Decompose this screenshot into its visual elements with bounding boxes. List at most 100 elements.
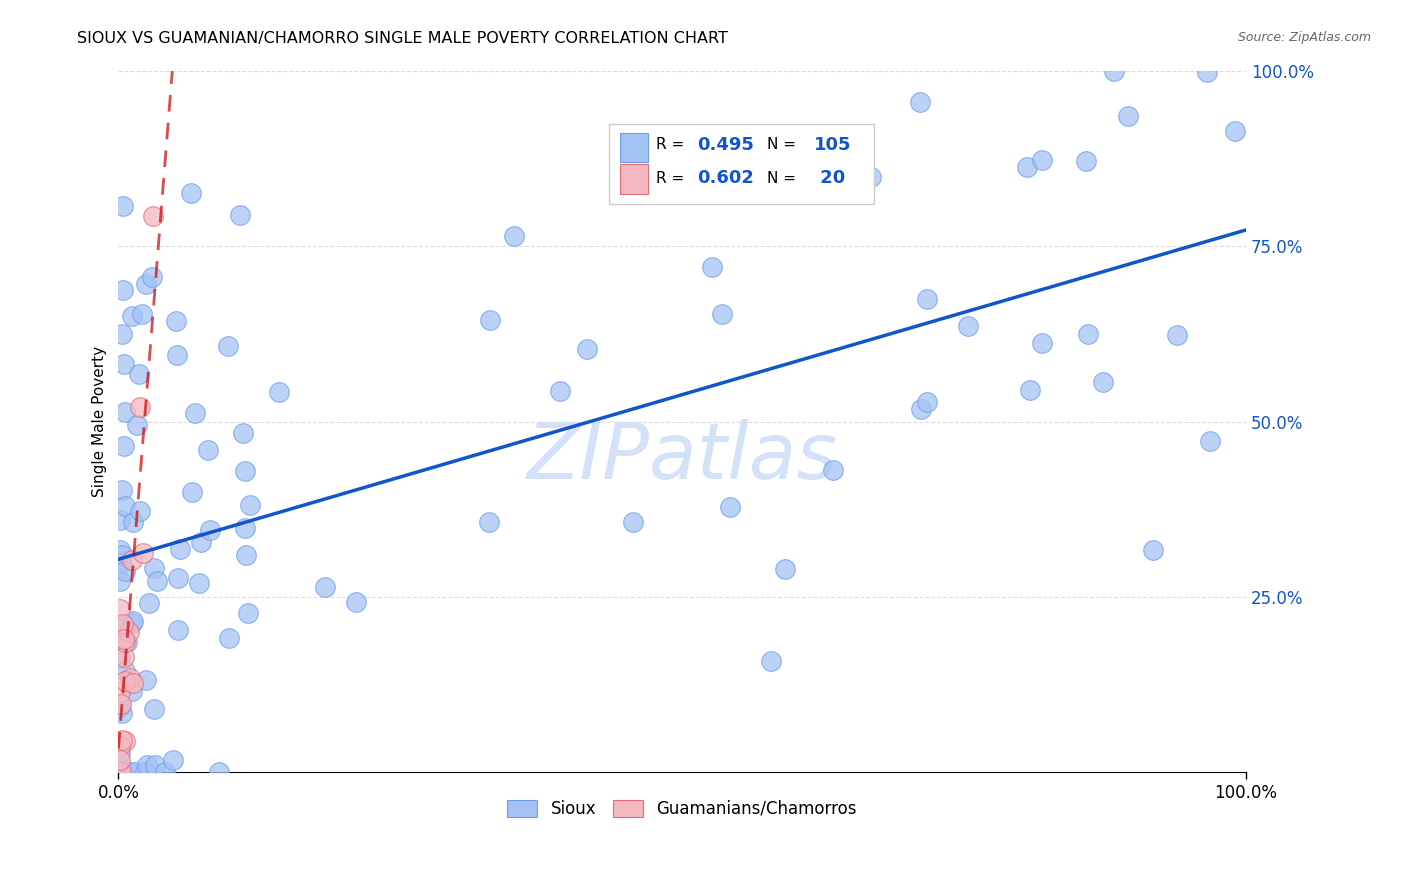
Point [187, 576, 209, 591]
Point [114, 499, 136, 513]
Point [208, 764, 231, 779]
Text: 20: 20 [814, 169, 845, 187]
Point [108, 753, 131, 767]
Text: 0.495: 0.495 [697, 136, 754, 153]
Point [1104, 64, 1126, 78]
Point [167, 571, 190, 585]
Point [775, 562, 797, 576]
Y-axis label: Single Male Poverty: Single Male Poverty [93, 346, 107, 497]
Point [122, 675, 145, 690]
Point [121, 309, 143, 323]
Point [166, 348, 188, 362]
Point [112, 439, 135, 453]
Point [478, 515, 501, 529]
Point [233, 521, 256, 535]
Point [108, 746, 131, 760]
Point [108, 764, 131, 779]
Point [180, 186, 202, 200]
Point [108, 685, 131, 699]
Point [1092, 376, 1115, 390]
Text: 0.602: 0.602 [697, 169, 754, 187]
Point [239, 498, 262, 512]
Point [120, 764, 142, 779]
Point [915, 395, 938, 409]
Point [111, 548, 134, 562]
Point [1142, 542, 1164, 557]
Point [1031, 335, 1053, 350]
Point [915, 292, 938, 306]
Point [1076, 154, 1098, 169]
Point [141, 270, 163, 285]
Point [344, 595, 367, 609]
Point [1195, 65, 1218, 79]
Point [479, 313, 502, 327]
Point [112, 632, 135, 647]
Point [232, 426, 254, 441]
Point [122, 516, 145, 530]
Point [111, 619, 134, 633]
Text: ZIPatlas: ZIPatlas [527, 418, 838, 494]
Point [167, 623, 190, 637]
Point [108, 513, 131, 527]
Point [267, 385, 290, 400]
Point [153, 764, 176, 779]
Point [184, 406, 207, 420]
Point [134, 764, 156, 779]
Point [181, 484, 204, 499]
Point [759, 654, 782, 668]
Point [131, 307, 153, 321]
Point [110, 764, 132, 779]
Point [117, 634, 139, 648]
Point [190, 535, 212, 549]
Point [142, 210, 165, 224]
Point [1018, 383, 1040, 397]
Point [108, 650, 131, 665]
Point [711, 307, 734, 321]
Point [197, 442, 219, 457]
Point [110, 706, 132, 720]
Point [859, 169, 882, 184]
Legend: Sioux, Guamanians/Chamorros: Sioux, Guamanians/Chamorros [501, 793, 863, 824]
Point [198, 523, 221, 537]
Point [110, 556, 132, 570]
Point [114, 405, 136, 419]
Point [217, 339, 239, 353]
Point [169, 541, 191, 556]
Point [111, 617, 134, 632]
Point [110, 733, 132, 747]
Point [125, 417, 148, 432]
Point [114, 634, 136, 648]
Point [1017, 160, 1039, 174]
Point [910, 401, 932, 416]
Point [110, 698, 132, 712]
Point [121, 614, 143, 628]
Point [143, 702, 166, 716]
Point [114, 565, 136, 579]
Point [108, 574, 131, 589]
Point [621, 516, 644, 530]
Text: N =: N = [766, 137, 800, 153]
Point [112, 283, 135, 297]
FancyBboxPatch shape [620, 133, 648, 162]
Point [108, 602, 131, 616]
Text: SIOUX VS GUAMANIAN/CHAMORRO SINGLE MALE POVERTY CORRELATION CHART: SIOUX VS GUAMANIAN/CHAMORRO SINGLE MALE … [77, 31, 728, 46]
Point [142, 561, 165, 575]
FancyBboxPatch shape [609, 124, 873, 204]
Point [1031, 153, 1053, 167]
Text: 105: 105 [814, 136, 852, 153]
Point [121, 616, 143, 631]
Point [503, 229, 526, 244]
Point [138, 596, 160, 610]
Point [910, 95, 932, 109]
Text: R =: R = [657, 137, 689, 153]
Point [114, 733, 136, 747]
Point [314, 580, 336, 594]
Point [1199, 434, 1222, 449]
Point [235, 548, 257, 562]
Point [111, 199, 134, 213]
Point [134, 277, 156, 291]
Point [233, 464, 256, 478]
Point [957, 318, 980, 333]
Point [112, 357, 135, 371]
Text: R =: R = [657, 170, 689, 186]
